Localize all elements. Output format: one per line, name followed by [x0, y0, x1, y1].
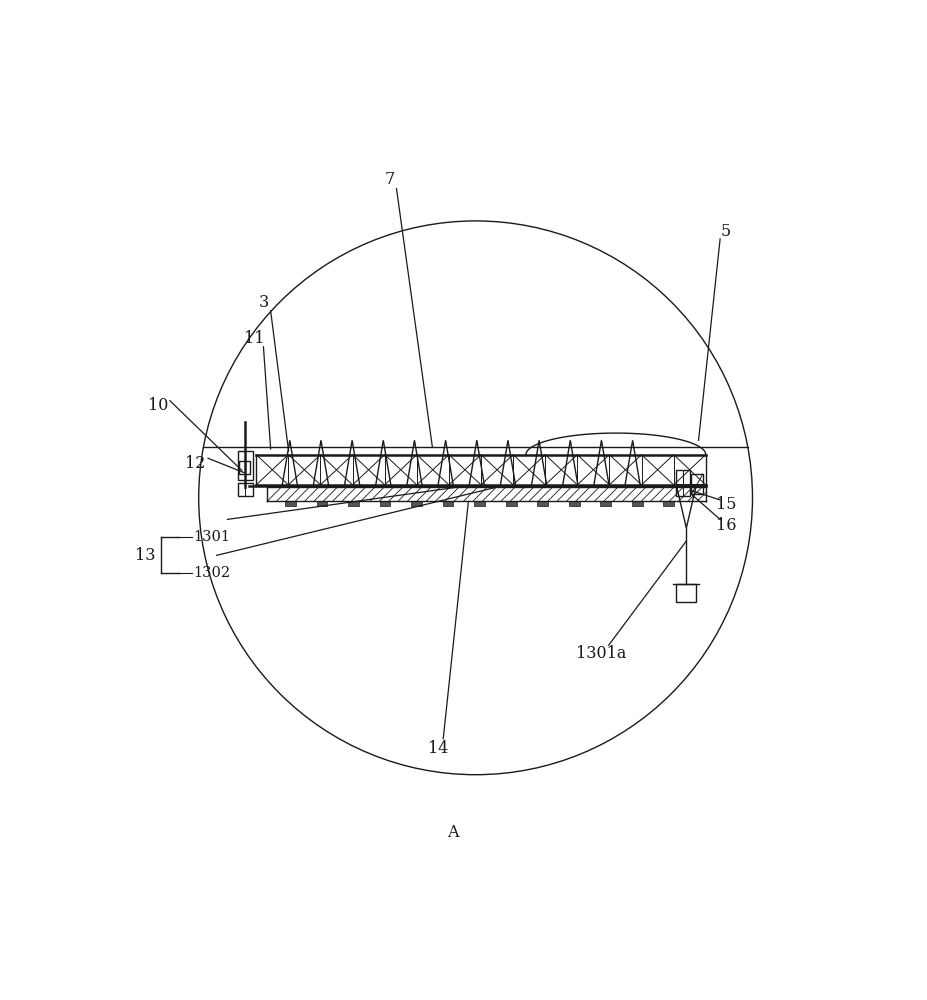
Text: 1301: 1301 [194, 530, 231, 544]
Text: 1302: 1302 [194, 566, 231, 580]
Text: 10: 10 [147, 397, 168, 414]
Bar [568, 501, 579, 506]
Text: 13: 13 [134, 547, 155, 564]
Bar [474, 501, 485, 506]
Text: 7: 7 [384, 171, 394, 188]
Bar [691, 474, 702, 494]
Text: 5: 5 [720, 223, 730, 240]
Text: 16: 16 [715, 517, 735, 534]
Bar [238, 483, 252, 496]
Text: A: A [447, 824, 458, 841]
Bar [663, 501, 674, 506]
Bar [239, 461, 250, 474]
Bar [631, 501, 642, 506]
Text: 11: 11 [244, 330, 264, 347]
Bar [537, 501, 548, 506]
Text: 1301a: 1301a [576, 645, 626, 662]
Bar [348, 501, 359, 506]
Bar [505, 501, 516, 506]
Bar [676, 584, 695, 602]
Text: 14: 14 [427, 740, 448, 757]
Text: 15: 15 [715, 496, 735, 514]
Text: 3: 3 [258, 294, 268, 311]
Bar [285, 501, 296, 506]
Bar [600, 501, 611, 506]
Bar [379, 501, 390, 506]
Text: 12: 12 [184, 455, 205, 472]
Bar [442, 501, 453, 506]
Bar [675, 470, 689, 496]
Bar [316, 501, 327, 506]
Bar [238, 451, 252, 480]
Bar [411, 501, 422, 506]
